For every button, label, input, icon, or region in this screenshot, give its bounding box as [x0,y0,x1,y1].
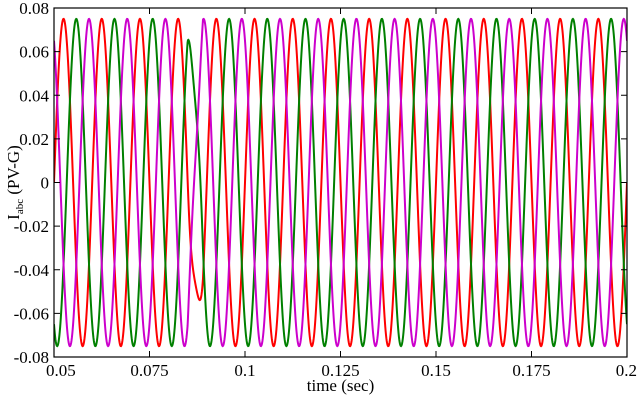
series-layer [54,17,627,348]
series-line-1 [54,17,627,348]
y-tick-label: 0.06 [19,43,49,62]
y-axis-label-main: I [4,214,23,220]
x-tick-label: 0.125 [321,361,359,380]
y-tick-label: 0.04 [19,86,49,105]
y-axis-label-suffix: (PV-G) [4,145,23,199]
y-tick-label: 0.08 [19,0,49,18]
y-axis-label-subscript: abc [14,199,26,214]
y-tick-label: -0.08 [14,348,49,367]
x-tick-label: 0.2 [616,361,637,380]
x-tick-label: 0.1 [234,361,255,380]
y-tick-label: -0.06 [14,304,49,323]
x-tick-label: 0.175 [512,361,550,380]
y-tick-label: -0.02 [14,217,49,236]
y-axis-label: Iabc (PV-G) [4,145,26,220]
x-axis-label: time (sec) [307,376,375,395]
x-tick-label: 0.075 [130,361,168,380]
x-tick-label: 0.05 [46,361,76,380]
series-line-3 [54,17,627,348]
y-tick-label: -0.04 [14,261,50,280]
x-tick-label: 0.15 [421,361,451,380]
ticks-layer [53,7,628,358]
y-tick-label: 0 [41,174,50,193]
series-line-2 [54,17,627,348]
labels-layer: 0.05 0.075 0.1 0.125 0.15 0.175 0.2 0.08 0.06 0.0… [14,0,637,380]
y-tick-label: 0.02 [19,130,49,149]
